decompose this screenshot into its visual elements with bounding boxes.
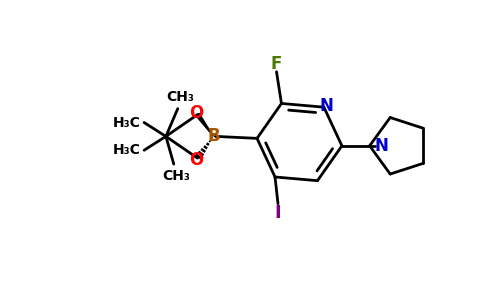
Text: B: B (207, 128, 220, 146)
Text: N: N (320, 97, 334, 115)
Text: I: I (275, 204, 281, 222)
Text: H₃C: H₃C (113, 116, 141, 130)
Text: CH₃: CH₃ (162, 169, 190, 183)
Text: N: N (375, 137, 389, 155)
Text: CH₃: CH₃ (166, 90, 194, 104)
Polygon shape (196, 113, 213, 136)
Text: F: F (271, 55, 282, 73)
Text: H₃C: H₃C (113, 143, 141, 157)
Text: O: O (189, 151, 204, 169)
Text: O: O (189, 103, 204, 122)
